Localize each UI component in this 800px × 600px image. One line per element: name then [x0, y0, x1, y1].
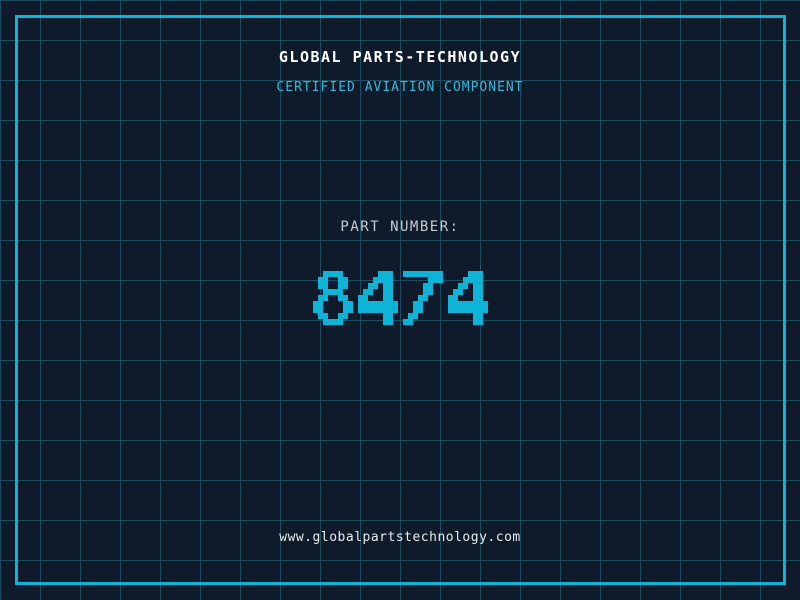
part-number-digit — [402, 271, 443, 325]
page-subtitle: CERTIFIED AVIATION COMPONENT — [276, 80, 524, 95]
part-number-display — [0, 271, 800, 325]
footer-url: www.globalpartstechnology.com — [279, 530, 521, 545]
part-number-label: PART NUMBER: — [340, 219, 460, 235]
part-number-digit — [357, 271, 398, 325]
page-title: GLOBAL PARTS-TECHNOLOGY — [278, 48, 522, 66]
part-number-digit — [312, 271, 353, 325]
part-number-digit — [447, 271, 488, 325]
